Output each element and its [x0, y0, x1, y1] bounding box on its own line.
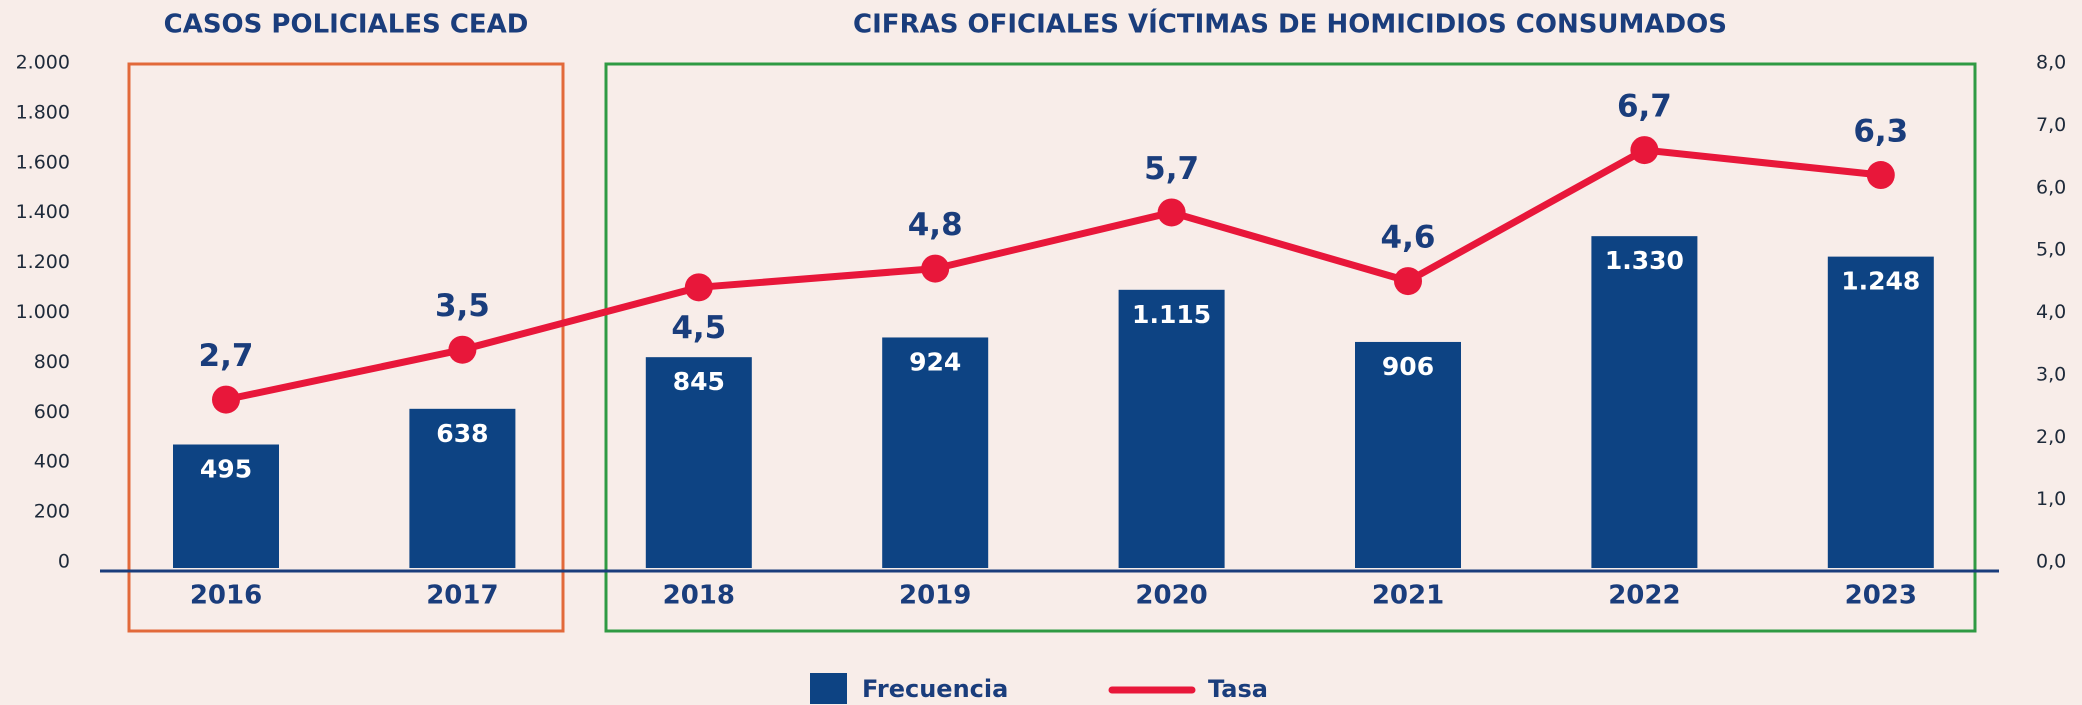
- x-tick-label: 2020: [1135, 581, 1207, 611]
- bar-value-label: 1.330: [1605, 246, 1684, 275]
- line-marker: [448, 335, 477, 364]
- line-value-label: 6,3: [1853, 114, 1908, 150]
- line-value-label: 2,7: [199, 338, 254, 374]
- line-marker: [1394, 267, 1422, 296]
- line-marker: [684, 273, 713, 302]
- y2-tick-label: 8,0: [2036, 52, 2066, 74]
- y2-tick-label: 4,0: [2036, 301, 2066, 323]
- line-value-label: 3,5: [435, 288, 490, 324]
- y2-tick-label: 5,0: [2036, 239, 2066, 261]
- y-tick-label: 1.200: [16, 251, 70, 273]
- y-tick-label: 800: [34, 351, 70, 373]
- y-tick-label: 1.600: [16, 151, 70, 173]
- bar: [1355, 341, 1461, 568]
- x-tick-label: 2017: [426, 581, 498, 611]
- line-value-label: 4,8: [908, 207, 963, 243]
- x-tick-label: 2016: [190, 581, 262, 611]
- x-tick-label: 2021: [1372, 581, 1444, 611]
- y2-tick-label: 6,0: [2036, 176, 2066, 198]
- bar: [1827, 256, 1934, 568]
- y-tick-label: 0: [58, 551, 70, 573]
- group-title: CIFRAS OFICIALES VÍCTIMAS DE HOMICIDIOS …: [853, 8, 1727, 40]
- y-tick-label: 1.400: [16, 201, 70, 223]
- x-tick-label: 2019: [899, 581, 971, 611]
- bar-value-label: 1.248: [1841, 267, 1920, 296]
- line-value-label: 4,5: [671, 310, 726, 346]
- line-marker: [212, 385, 240, 414]
- legend-label: Frecuencia: [862, 675, 1008, 703]
- bar: [645, 357, 752, 568]
- y2-tick-label: 0,0: [2036, 551, 2066, 573]
- bar-value-label: 924: [909, 347, 961, 376]
- y-tick-label: 1.800: [16, 101, 70, 123]
- y2-tick-label: 3,0: [2036, 363, 2066, 385]
- x-tick-label: 2022: [1608, 581, 1680, 611]
- bar: [1118, 289, 1225, 568]
- x-tick-label: 2023: [1845, 581, 1917, 611]
- line-value-label: 6,7: [1617, 89, 1672, 125]
- y-tick-label: 2.000: [16, 52, 70, 74]
- y2-tick-label: 7,0: [2036, 114, 2066, 136]
- bar: [1591, 236, 1698, 569]
- y-tick-label: 1.000: [16, 301, 70, 323]
- legend-swatch: [810, 673, 847, 704]
- line-value-label: 4,6: [1381, 220, 1436, 256]
- bar-value-label: 845: [673, 367, 725, 396]
- line: [225, 146, 1882, 404]
- bar-value-label: 638: [436, 419, 488, 448]
- bar-value-label: 495: [200, 454, 252, 483]
- line-marker: [1866, 161, 1895, 190]
- y2-tick-label: 1,0: [2036, 488, 2066, 510]
- x-tick-label: 2018: [663, 581, 735, 611]
- line-marker: [1630, 136, 1659, 165]
- y-tick-label: 200: [34, 501, 70, 523]
- y-tick-label: 600: [34, 401, 70, 423]
- legend-label: Tasa: [1208, 675, 1268, 703]
- bar-value-label: 1.115: [1132, 300, 1211, 329]
- line-marker: [1157, 198, 1186, 227]
- group-title: CASOS POLICIALES CEAD: [164, 10, 529, 40]
- y2-tick-label: 2,0: [2036, 426, 2066, 448]
- group-box: [604, 62, 1977, 633]
- bar-value-label: 906: [1382, 352, 1434, 381]
- bar: [173, 444, 279, 568]
- bar: [409, 408, 516, 568]
- line-marker: [921, 254, 950, 283]
- bar: [882, 337, 989, 568]
- group-box: [127, 62, 565, 633]
- line-value-label: 5,7: [1144, 151, 1199, 187]
- y-tick-label: 400: [34, 451, 70, 473]
